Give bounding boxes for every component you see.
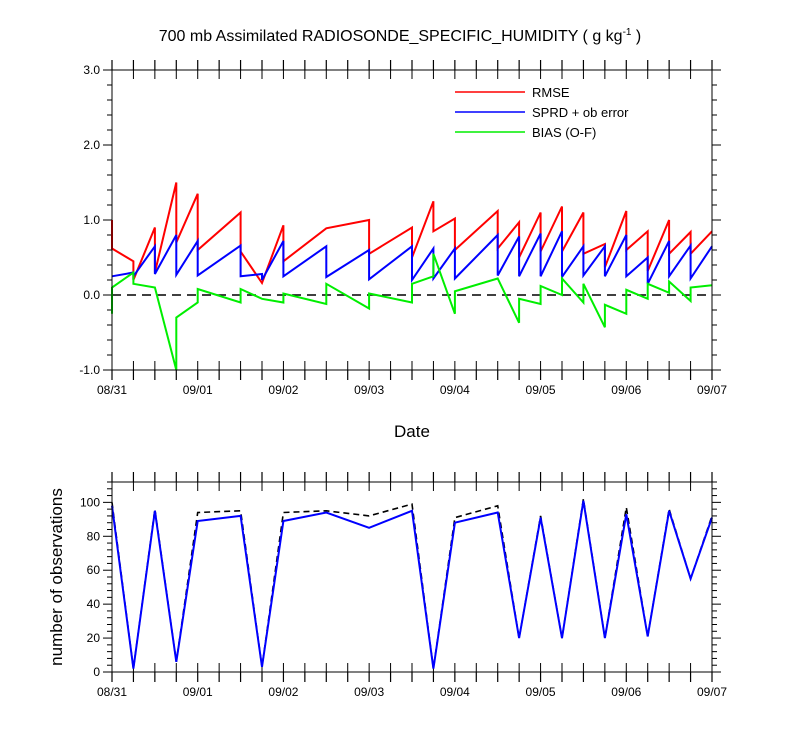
series-line-used [111, 500, 713, 669]
y-tick-label: 60 [87, 563, 101, 577]
x-tick-label: 09/01 [183, 383, 213, 397]
x-tick-label: 09/02 [268, 685, 298, 699]
bottom-series-group [111, 498, 713, 669]
top-series-group [111, 182, 713, 371]
y-tick-label: 40 [87, 597, 101, 611]
bottom-plot-frame [111, 481, 713, 673]
x-tick-label: 09/06 [611, 685, 641, 699]
y-tick-label: 0 [93, 665, 100, 679]
x-tick-label: 09/07 [697, 383, 727, 397]
x-tick-label: 09/03 [354, 685, 384, 699]
x-tick-label: 09/04 [440, 685, 470, 699]
legend-label: BIAS (O-F) [532, 125, 596, 140]
y-tick-label: 1.0 [83, 213, 100, 227]
top-x-tick-labels: 08/31 09/01 09/02 09/03 09/04 09/05 09/06 09/07 [97, 383, 727, 397]
chart-title-superscript: -1 [623, 27, 632, 38]
legend-label: RMSE [532, 85, 570, 100]
y-axis-title-observations: number of observations [47, 488, 66, 666]
bottom-y-tick-labels: 0 20 40 60 80 100 [80, 495, 100, 679]
x-tick-label: 09/07 [697, 685, 727, 699]
y-tick-label: 3.0 [83, 63, 100, 77]
y-tick-label: 100 [80, 495, 100, 509]
x-tick-label: 09/05 [526, 383, 556, 397]
x-tick-label: 09/04 [440, 383, 470, 397]
x-tick-label: 09/02 [268, 383, 298, 397]
top-y-tick-labels: -1.0 0.0 1.0 2.0 3.0 [79, 63, 100, 377]
series-line-bias-o-f [111, 253, 713, 371]
top-panel: -1.0 0.0 1.0 2.0 3.0 08/31 09/01 09/02 09/03 09/… [79, 60, 727, 441]
y-tick-label: 0.0 [83, 288, 100, 302]
x-tick-label: 09/03 [354, 383, 384, 397]
x-tick-label: 09/05 [526, 685, 556, 699]
x-tick-label: 08/31 [97, 383, 127, 397]
series-line-possible [111, 498, 713, 669]
x-axis-title: Date [394, 422, 430, 441]
x-tick-label: 09/01 [183, 685, 213, 699]
bottom-x-tick-labels: 08/31 09/01 09/02 09/03 09/04 09/05 09/06 09/07 [97, 685, 727, 699]
legend-label: SPRD + ob error [532, 105, 629, 120]
y-tick-label: -1.0 [79, 363, 100, 377]
legend: RMSE SPRD + ob error BIAS (O-F) [455, 85, 629, 140]
y-tick-label: 2.0 [83, 138, 100, 152]
chart-title: 700 mb Assimilated RADIOSONDE_SPECIFIC_H… [159, 27, 642, 45]
y-tick-label: 20 [87, 631, 101, 645]
top-plot-frame [111, 69, 713, 371]
bottom-panel: 0 20 40 60 80 100 08/31 09/01 09/02 09/03 09/04 09… [47, 472, 727, 699]
x-tick-label: 09/06 [611, 383, 641, 397]
y-tick-label: 80 [87, 529, 101, 543]
x-tick-label: 08/31 [97, 685, 127, 699]
series-line-sprd-ob-error [111, 230, 713, 285]
